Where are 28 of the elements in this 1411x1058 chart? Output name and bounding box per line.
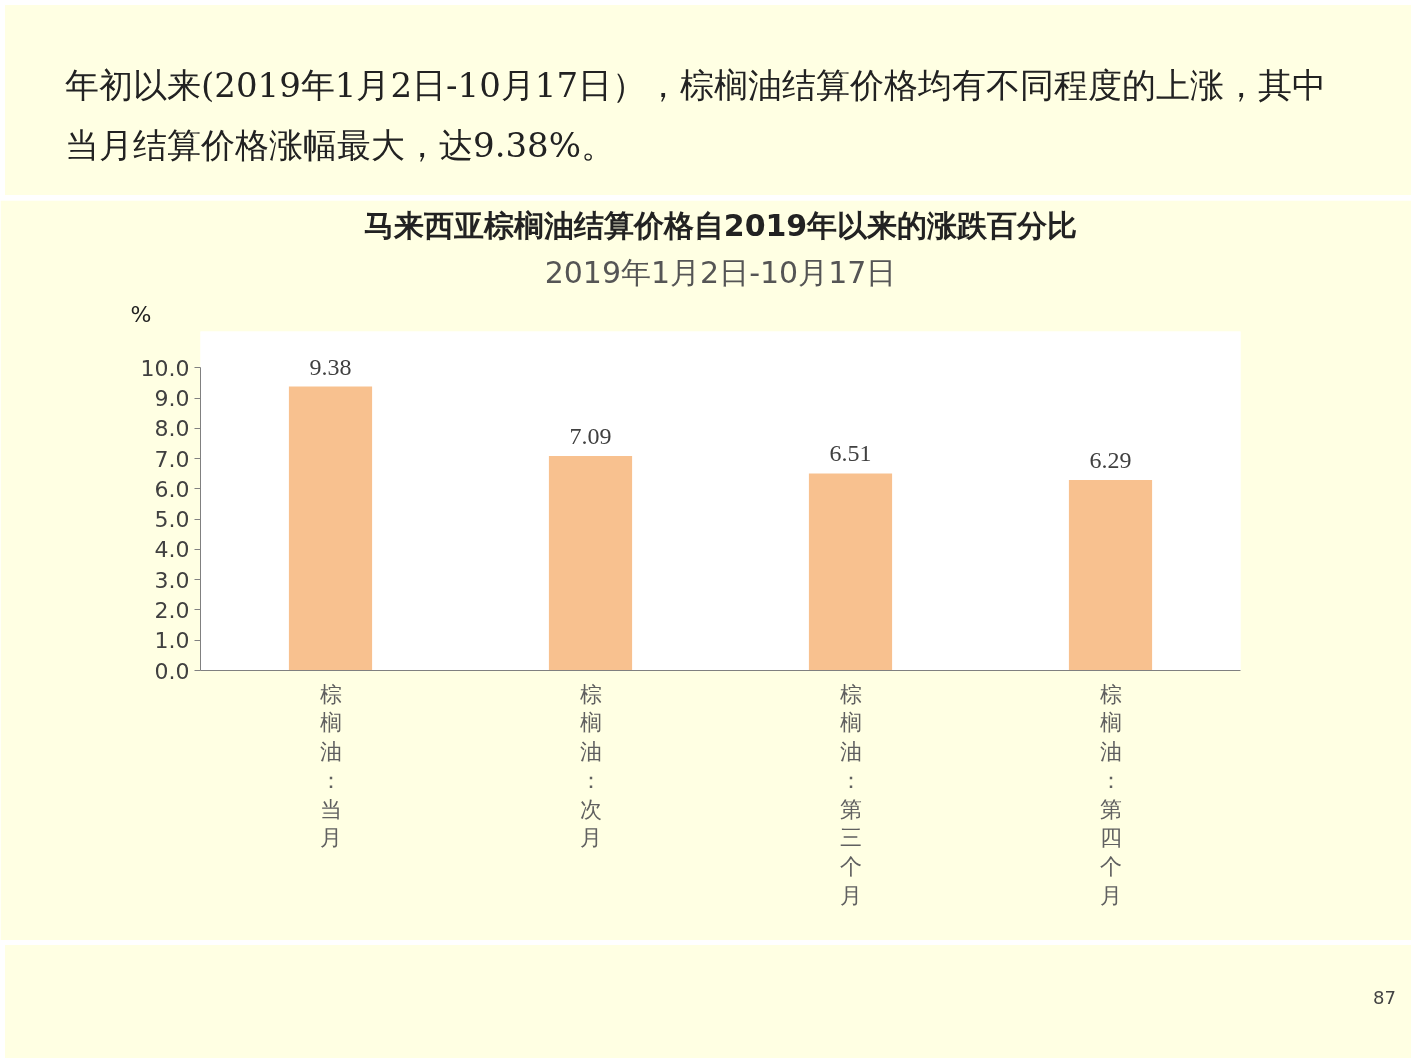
y-tick-label: 3.0	[154, 567, 190, 593]
y-tick-label: 8.0	[154, 416, 190, 442]
bar	[548, 455, 633, 671]
y-tick-label: 2.0	[154, 597, 190, 623]
bar	[288, 386, 373, 671]
y-tick-label: 10.0	[140, 355, 190, 381]
y-tick-label: 9.0	[154, 386, 190, 412]
data-label: 9.38	[309, 353, 352, 380]
data-label: 6.29	[1089, 447, 1132, 474]
text: 年初以来(2019年1月2日-10月17日），棕榈油结算价格均有不同程度的上涨，其中当月结算价格涨幅最大，达9.38%。	[65, 64, 1328, 167]
text: 87	[1373, 986, 1396, 1010]
data-label: 7.09	[569, 422, 612, 449]
chart-subtitle: 2019年1月2日-10月17日	[544, 254, 897, 290]
x-tick-label: 棕榈油：当月	[319, 681, 342, 851]
bar	[808, 473, 893, 671]
y-tick-label: 6.0	[154, 476, 190, 502]
x-tick-label: 棕榈油：第三个月	[839, 681, 862, 908]
x-tick-label: 棕榈油：次月	[579, 681, 602, 851]
y-tick-label: 7.0	[154, 446, 190, 472]
chart-title: 马来西亚棕榈油结算价格自2019年以来的涨跌百分比	[363, 207, 1078, 243]
y-tick-label: 1.0	[154, 628, 190, 654]
bar	[1068, 480, 1153, 671]
y-axis-title: %	[130, 301, 152, 327]
y-tick-label: 5.0	[154, 507, 190, 533]
data-label: 6.51	[829, 440, 872, 467]
y-tick-label: 0.0	[154, 658, 190, 684]
y-tick-label: 4.0	[154, 537, 190, 563]
x-tick-label: 棕榈油：第四个月	[1099, 681, 1122, 908]
